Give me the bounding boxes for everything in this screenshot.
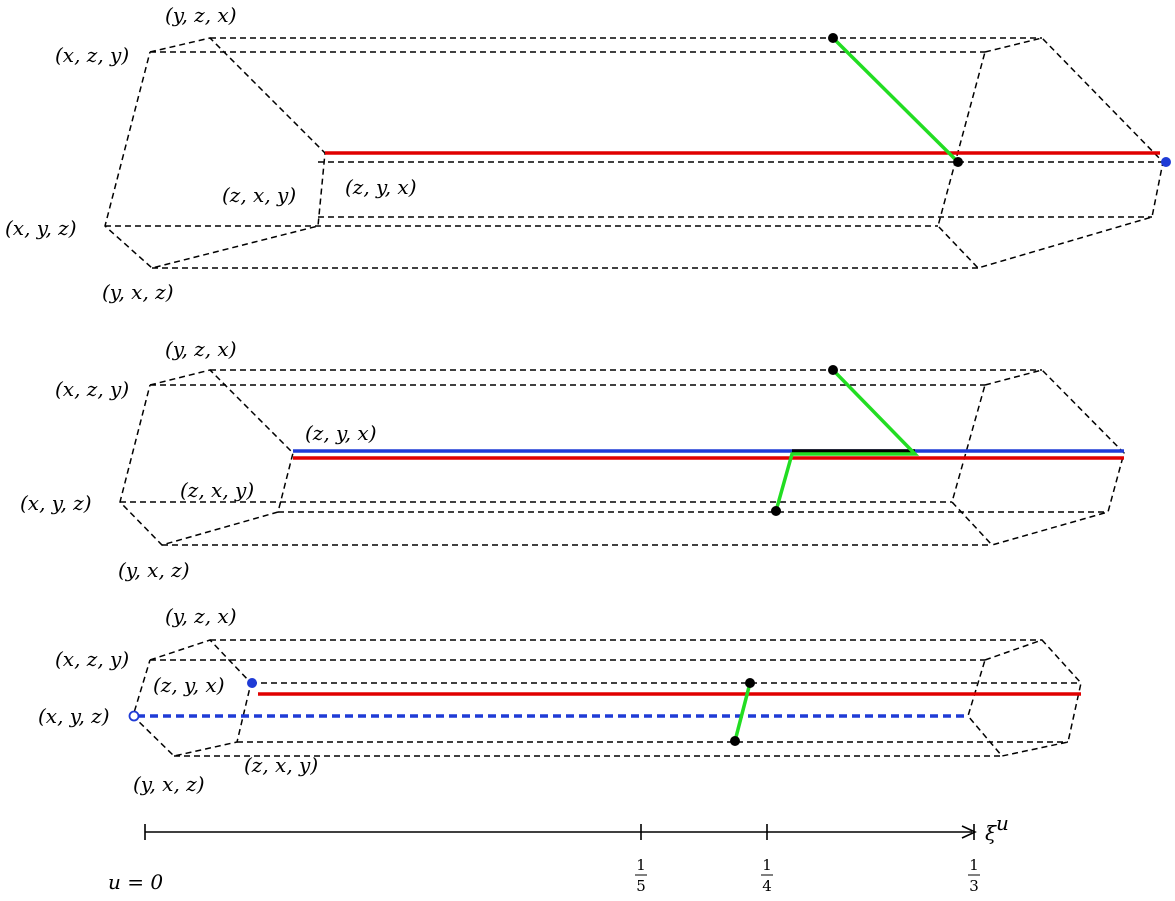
label-zyx: (z, y, x) bbox=[305, 421, 377, 445]
green-segment bbox=[831, 36, 960, 164]
label-xyz: (x, y, z) bbox=[5, 216, 77, 240]
green-path bbox=[774, 368, 920, 512]
panel-1: (y, z, x) (x, z, y) (z, x, y) (z, y, x) … bbox=[5, 3, 1171, 304]
green-segment bbox=[733, 682, 752, 742]
frac-num: 1 bbox=[636, 856, 646, 874]
label-zxy: (z, x, y) bbox=[222, 183, 296, 207]
panel-3-prism-edges bbox=[132, 639, 1082, 757]
label-xzy: (x, z, y) bbox=[55, 377, 129, 401]
label-zyx: (z, y, x) bbox=[345, 175, 417, 199]
blue-point bbox=[247, 678, 257, 688]
axis-label: ξu bbox=[985, 811, 1009, 845]
frac-num: 1 bbox=[969, 856, 979, 874]
tick-label-1-3: 1 3 bbox=[968, 856, 980, 895]
frac-den: 4 bbox=[762, 877, 772, 895]
label-yzx: (y, z, x) bbox=[165, 3, 237, 27]
label-xyz: (x, y, z) bbox=[38, 704, 110, 728]
label-yxz: (y, x, z) bbox=[133, 772, 205, 796]
label-zxy: (z, x, y) bbox=[244, 753, 318, 777]
black-point bbox=[953, 157, 963, 167]
tick-label-1-5: 1 5 bbox=[635, 856, 647, 895]
label-xyz: (x, y, z) bbox=[20, 491, 92, 515]
left-hexagon bbox=[132, 639, 252, 757]
label-xzy: (x, z, y) bbox=[55, 647, 129, 671]
black-point bbox=[828, 33, 838, 43]
black-point bbox=[745, 678, 755, 688]
black-point bbox=[828, 365, 838, 375]
xi-axis: ξu u = 0 1 5 1 4 1 3 bbox=[108, 811, 1009, 895]
black-point bbox=[771, 506, 781, 516]
panel-3: (y, z, x) (x, z, y) (z, y, x) (x, y, z) … bbox=[38, 604, 1082, 796]
label-yzx: (y, z, x) bbox=[165, 337, 237, 361]
axis-arrowhead bbox=[961, 825, 977, 839]
label-xzy: (x, z, y) bbox=[55, 43, 129, 67]
left-hexagon bbox=[104, 37, 326, 269]
frac-den: 3 bbox=[969, 877, 979, 895]
label-zyx: (z, y, x) bbox=[153, 673, 225, 697]
panel-2: (y, z, x) (x, z, y) (z, y, x) (z, x, y) … bbox=[20, 337, 1125, 582]
label-zxy: (z, x, y) bbox=[180, 478, 254, 502]
black-point bbox=[730, 736, 740, 746]
blue-open-point bbox=[128, 710, 140, 722]
blue-point bbox=[1161, 157, 1171, 167]
label-yzx: (y, z, x) bbox=[165, 604, 237, 628]
axis-label-sup: u bbox=[996, 811, 1009, 835]
frac-den: 5 bbox=[636, 877, 646, 895]
origin-label: u = 0 bbox=[108, 870, 163, 894]
right-hexagon bbox=[967, 639, 1082, 757]
label-yxz: (y, x, z) bbox=[102, 280, 174, 304]
tick-label-1-4: 1 4 bbox=[761, 856, 773, 895]
frac-num: 1 bbox=[762, 856, 772, 874]
left-hexagon bbox=[119, 369, 294, 546]
label-yxz: (y, x, z) bbox=[118, 558, 190, 582]
axis-label-main: ξ bbox=[985, 821, 997, 845]
